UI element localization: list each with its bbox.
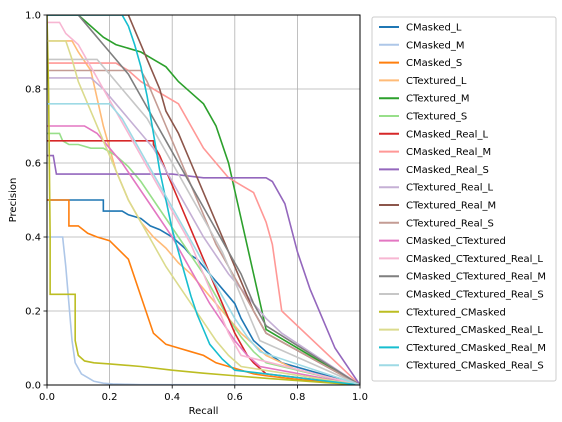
series-line-ctextured-cmasked — [47, 15, 360, 385]
y-tick-label: 0.8 — [25, 85, 41, 96]
legend-entry-label: CTextured_Real_L — [406, 183, 493, 194]
series-line-cmasked-real-s — [47, 154, 360, 385]
legend: CMasked_L CMasked_M CMasked_S CTextured_L CT… — [371, 16, 557, 382]
y-tick-label: 1.0 — [25, 11, 41, 22]
series-line-ctextured-m — [47, 15, 360, 385]
y-tick-label: 0.2 — [25, 307, 41, 318]
x-tick-label: 0.6 — [227, 392, 243, 403]
legend-entry-label: CMasked_L — [406, 23, 462, 34]
legend-entry-label: CTextured_CMasked_Real_S — [406, 361, 544, 372]
legend-entry-label: CMasked_CTextured — [406, 236, 506, 247]
series-line-cmasked-ctextured-real-m — [47, 15, 360, 385]
series-line-cmasked-ctextured-real-l — [47, 21, 360, 385]
legend-entry-label: CTextured_CMasked_Real_L — [406, 325, 543, 336]
y-axis-label: Precision — [8, 178, 19, 223]
legend-frame — [371, 16, 557, 382]
x-tick-label: 0.8 — [289, 392, 305, 403]
legend-entry-label: CMasked_S — [406, 58, 462, 69]
legend-entry-label: CTextured_Real_S — [406, 218, 494, 229]
y-tick-label: 0.4 — [25, 233, 41, 244]
legend-entry-label: CMasked_CTextured_Real_M — [406, 272, 546, 283]
legend-entry-label: CMasked_Real_L — [406, 129, 488, 140]
x-tick-label: 0.2 — [102, 392, 118, 403]
legend-entry-label: CMasked_Real_S — [406, 165, 489, 176]
x-tick-label: 0.0 — [39, 392, 55, 403]
legend-entry-label: CMasked_CTextured_Real_L — [406, 254, 543, 265]
series-line-ctextured-cmasked-real-l — [47, 40, 360, 385]
y-tick-label: 0.6 — [25, 159, 41, 170]
series-line-ctextured-real-m — [47, 15, 360, 385]
legend-entry-label: CMasked_M — [406, 40, 465, 51]
x-tick-label: 1.0 — [352, 392, 368, 403]
x-tick-label: 0.4 — [164, 392, 180, 403]
series-line-cmasked-m — [47, 236, 360, 385]
legend-entry-label: CTextured_M — [406, 94, 470, 105]
x-axis-label: Recall — [189, 406, 219, 417]
legend-entry-label: CTextured_CMasked — [406, 307, 506, 318]
series-line-cmasked-real-m — [47, 62, 360, 385]
legend-entry-label: CTextured_L — [406, 76, 467, 87]
y-tick-label: 0.0 — [25, 381, 41, 392]
legend-entry-label: CTextured_Real_M — [406, 201, 496, 212]
series-line-ctextured-cmasked-real-m — [47, 15, 360, 385]
legend-entry-label: CTextured_S — [406, 112, 467, 123]
series-line-cmasked-l — [47, 199, 360, 385]
series-layer — [47, 15, 360, 385]
legend-entry-label: CMasked_CTextured_Real_S — [406, 290, 544, 301]
series-line-ctextured-s — [47, 132, 360, 385]
axis-ticks: 0.0 0.2 0.4 0.6 0.8 1.0 0.0 0.2 0.4 0.6 0.8 1.0 — [25, 11, 368, 404]
series-line-cmasked-ctextured — [47, 125, 360, 385]
series-line-ctextured-cmasked-real-s — [47, 103, 360, 385]
legend-entry-label: CMasked_Real_M — [406, 147, 491, 158]
legend-entry-label: CTextured_CMasked_Real_M — [406, 343, 546, 354]
series-line-cmasked-ctextured-real-s — [47, 58, 360, 385]
plot-frame — [46, 14, 361, 386]
